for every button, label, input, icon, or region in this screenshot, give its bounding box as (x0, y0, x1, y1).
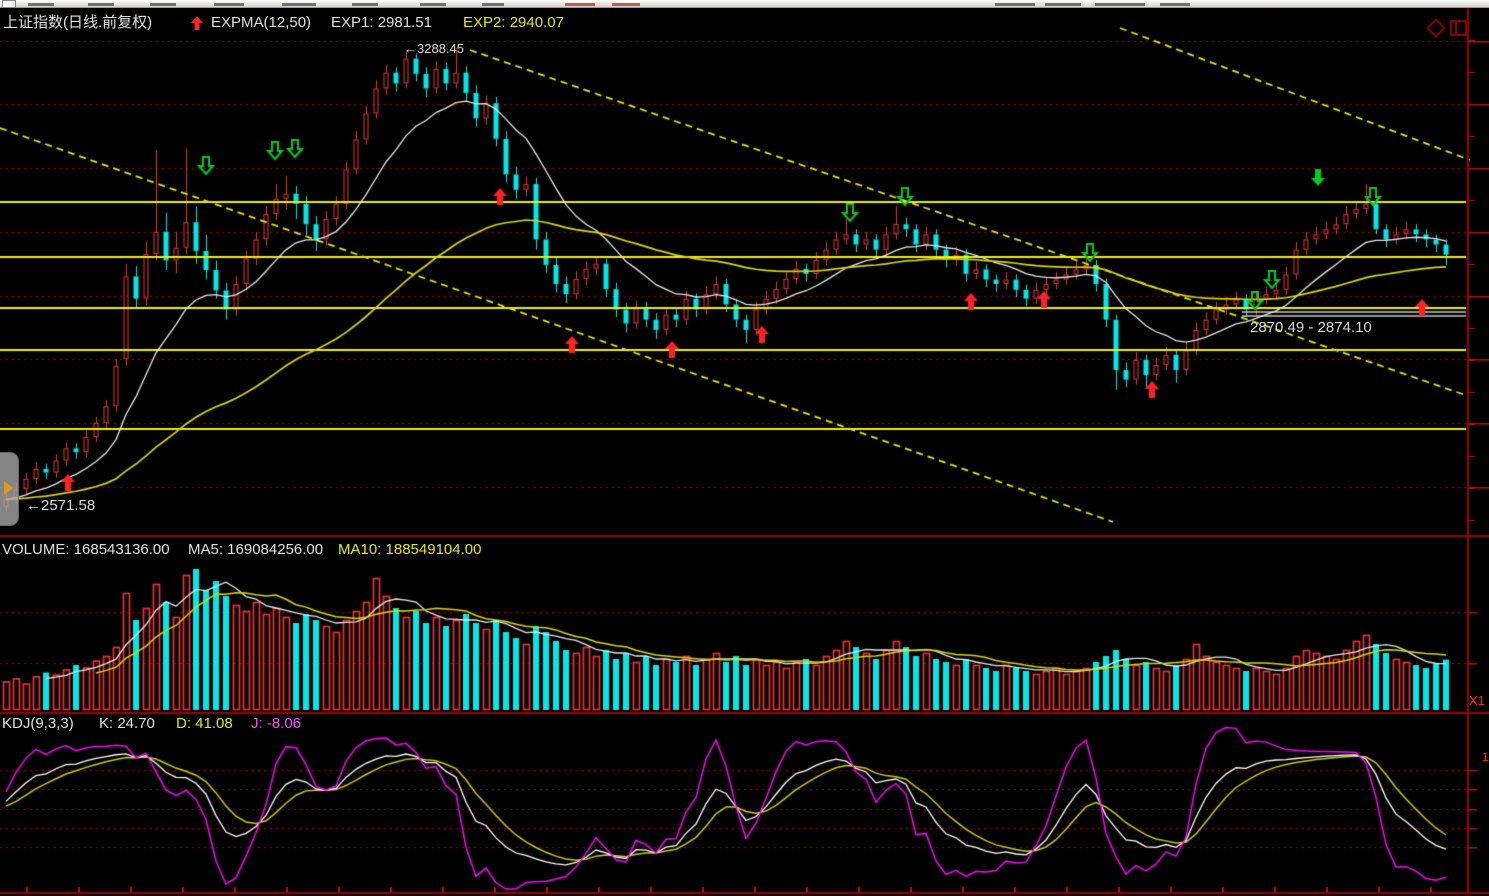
menubar[interactable] (0, 0, 1489, 8)
exp1-value-label: EXP1: 2981.51 (331, 14, 432, 31)
kdj-j-label: J: -8.06 (251, 715, 302, 732)
volume-ma10-label: MA10: 188549104.00 (338, 541, 482, 558)
app-window-icon[interactable] (2, 0, 16, 8)
peak-price-label: ←3288.45 (404, 41, 464, 56)
volume-scale-label: X1 (1469, 693, 1485, 708)
volume-ma5-label: MA5: 169084256.00 (188, 541, 324, 558)
kdj-k-label: K: 24.70 (99, 715, 155, 732)
low-price-label: ←2571.58 (26, 497, 96, 514)
symbol-title: 上证指数(日线.前复权) (3, 14, 153, 31)
gap-range-label: 2870.49 - 2874.10 (1250, 319, 1372, 336)
indicator-name-label: EXPMA(12,50) (211, 14, 312, 31)
pan-left-handle[interactable] (0, 452, 19, 526)
kdj-d-label: D: 41.08 (176, 715, 233, 732)
volume-value-label: VOLUME: 168543136.00 (2, 541, 170, 558)
kdj-axis-label: 1 (1482, 750, 1489, 764)
exp2-value-label: EXP2: 2940.07 (463, 14, 564, 31)
kdj-name-label: KDJ(9,3,3) (2, 715, 74, 732)
pan-arrow-icon (4, 481, 13, 495)
split-window-icon[interactable] (1450, 20, 1467, 36)
up-arrow-icon (191, 16, 203, 30)
